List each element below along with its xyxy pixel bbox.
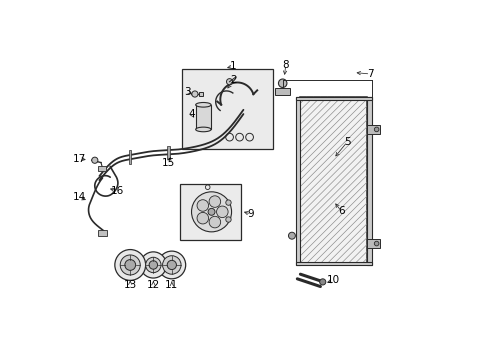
Text: 6: 6 [338, 206, 344, 216]
Bar [368, 97, 372, 265]
Text: 11: 11 [165, 280, 178, 290]
Bar [275, 88, 291, 95]
Text: 9: 9 [248, 209, 254, 219]
Bar [129, 150, 131, 164]
Text: 4: 4 [189, 109, 195, 119]
Circle shape [226, 78, 233, 85]
Circle shape [289, 232, 295, 239]
Text: 8: 8 [282, 60, 289, 70]
Ellipse shape [196, 127, 211, 132]
Circle shape [146, 257, 161, 273]
Circle shape [120, 255, 140, 275]
Circle shape [197, 200, 209, 211]
Text: 15: 15 [162, 158, 175, 167]
Circle shape [278, 79, 287, 87]
Bar [196, 105, 211, 130]
Circle shape [226, 217, 231, 222]
Bar [167, 145, 170, 159]
Text: 10: 10 [327, 275, 340, 285]
Text: 13: 13 [123, 280, 137, 290]
Circle shape [92, 157, 98, 163]
Circle shape [125, 260, 136, 270]
Circle shape [197, 212, 209, 224]
Text: 7: 7 [367, 69, 374, 79]
Circle shape [167, 260, 176, 270]
Circle shape [217, 206, 228, 217]
Bar [296, 97, 372, 100]
Bar [98, 230, 107, 236]
Ellipse shape [196, 103, 211, 107]
Circle shape [149, 261, 158, 269]
Circle shape [163, 256, 181, 274]
Text: 16: 16 [111, 186, 124, 196]
Circle shape [374, 241, 379, 246]
Text: 2: 2 [230, 75, 237, 85]
Bar [368, 125, 380, 134]
Circle shape [209, 196, 220, 207]
Bar [179, 184, 241, 239]
Text: 17: 17 [73, 154, 86, 164]
Circle shape [158, 251, 186, 279]
Circle shape [140, 252, 167, 278]
Bar [296, 97, 299, 265]
Bar [368, 239, 380, 248]
Circle shape [374, 127, 379, 132]
Circle shape [115, 249, 146, 280]
Circle shape [319, 279, 326, 285]
Text: 1: 1 [230, 61, 237, 71]
Bar [296, 262, 372, 265]
Bar [98, 166, 105, 171]
Circle shape [208, 208, 215, 215]
Circle shape [192, 91, 198, 97]
Text: 3: 3 [184, 87, 191, 97]
Circle shape [192, 192, 232, 232]
Text: 5: 5 [344, 137, 351, 147]
Bar [300, 97, 368, 265]
Circle shape [226, 200, 231, 205]
Bar [182, 69, 272, 149]
Text: 12: 12 [147, 280, 160, 290]
Circle shape [209, 216, 220, 228]
Text: 14: 14 [73, 192, 86, 202]
Bar [199, 92, 202, 96]
